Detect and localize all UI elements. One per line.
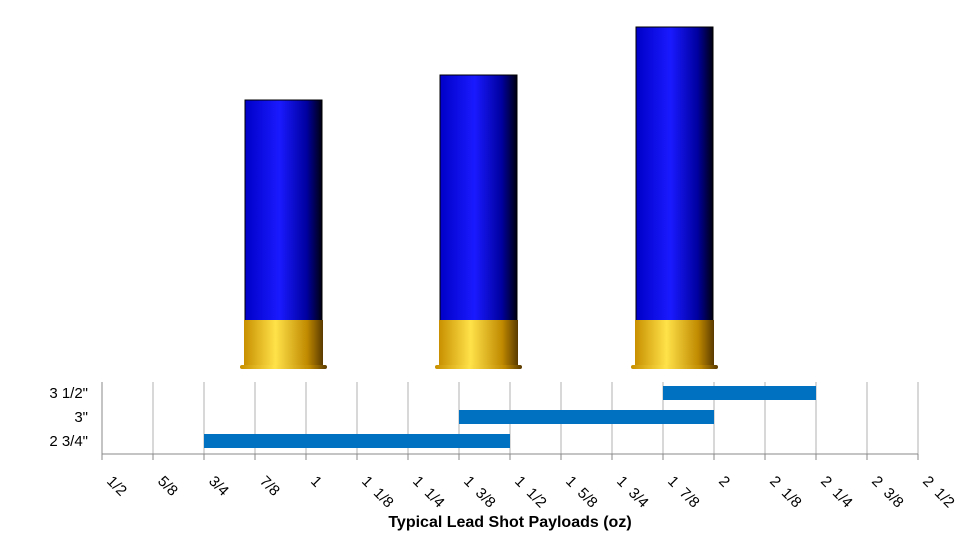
x-tick-label: 5/8 [154,473,181,500]
x-tick-label: 1 7/8 [664,473,703,512]
x-tick-label: 1 5/8 [562,473,601,512]
y-tick-label: 2 3/4" [49,433,88,450]
x-tick-label: 1 [307,473,325,491]
bar [204,434,510,448]
bar [663,386,816,400]
x-tick-label: 1 3/8 [460,473,499,512]
x-axis-title: Typical Lead Shot Payloads (oz) [388,514,631,531]
x-tick-label: 2 1/4 [817,473,856,512]
x-tick-label: 2 3/8 [868,473,907,512]
x-tick-label: 1 1/2 [511,473,550,512]
shell-illustrations [240,26,718,369]
x-tick-label: 1 1/4 [409,473,448,512]
x-tick-label: 7/8 [256,473,283,500]
x-tick-label: 2 1/2 [919,473,958,512]
y-tick-label: 3 1/2" [49,385,88,402]
x-tick-label: 3/4 [205,473,232,500]
bar [459,410,714,424]
x-tick-label: 1 3/4 [613,473,652,512]
x-tick-label: 2 1/8 [766,473,805,512]
x-tick-label: 1/2 [103,473,130,500]
x-tick-label: 1 1/8 [358,473,397,512]
y-tick-label: 3" [74,409,88,426]
x-tick-label: 2 [715,473,733,491]
